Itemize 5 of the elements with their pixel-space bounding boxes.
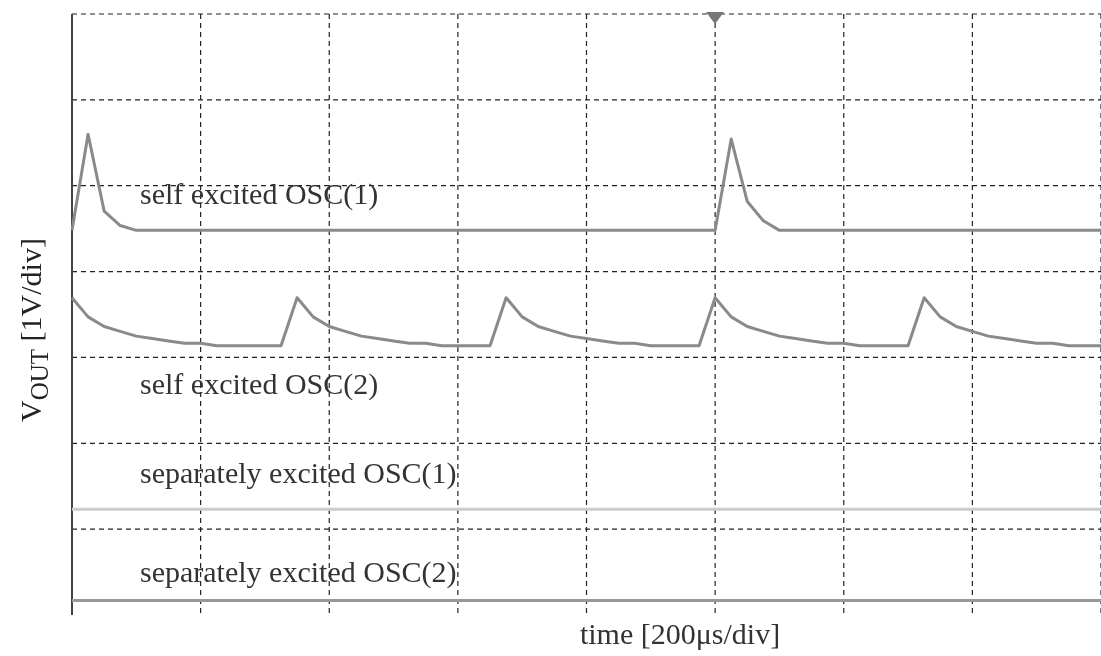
series-label: separately excited OSC(2) <box>140 555 457 590</box>
series-label: self excited OSC(1) <box>140 177 379 212</box>
series-label: separately excited OSC(1) <box>140 456 457 491</box>
x-axis-title: time [200μs/div] <box>579 616 781 650</box>
series-label: self excited OSC(2) <box>140 366 379 401</box>
